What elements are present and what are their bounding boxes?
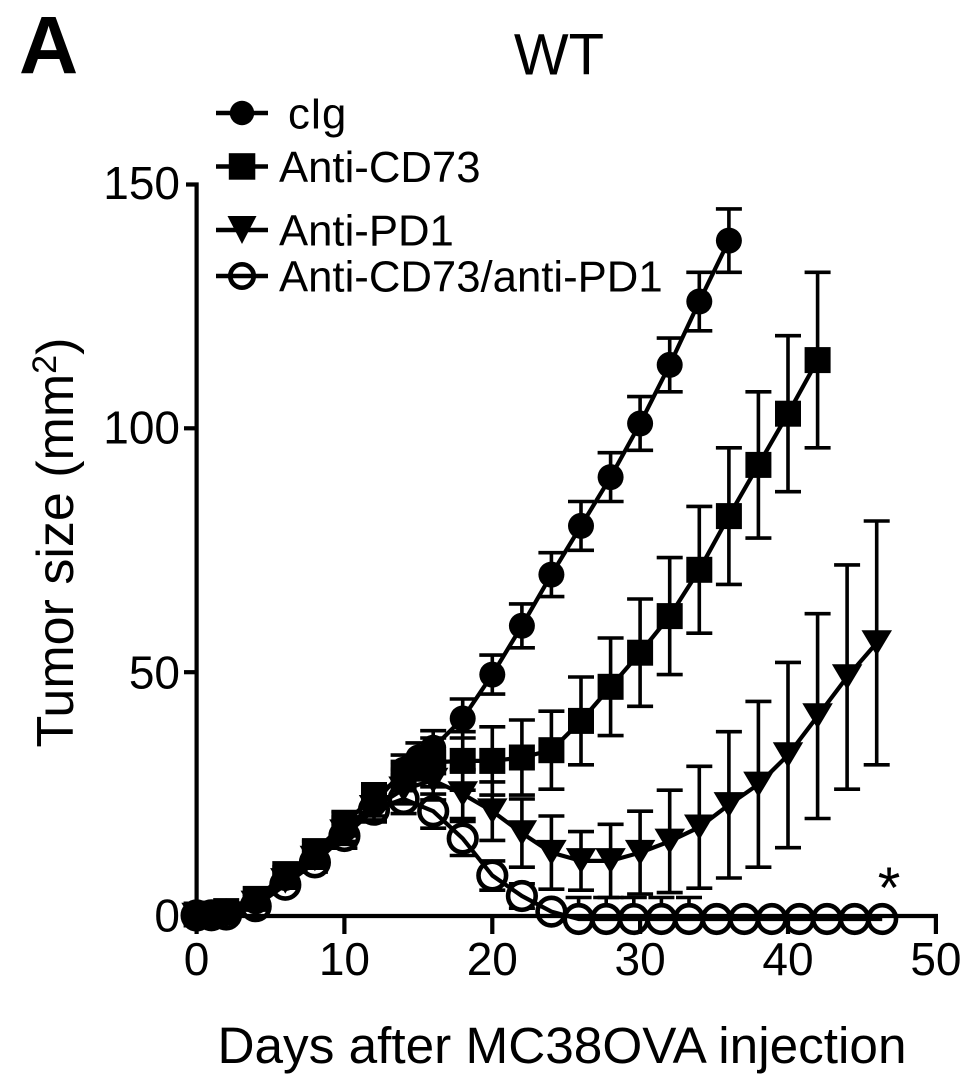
svg-text:0: 0: [154, 890, 180, 942]
svg-text:cIg: cIg: [288, 89, 346, 138]
svg-text:A: A: [19, 1, 78, 92]
svg-text:WT: WT: [514, 23, 604, 88]
svg-text:20: 20: [467, 933, 518, 985]
svg-text:50: 50: [129, 647, 180, 699]
svg-text:40: 40: [762, 933, 813, 985]
svg-text:150: 150: [103, 157, 180, 209]
svg-text:0: 0: [184, 933, 210, 985]
svg-text:Anti-CD73/anti-PD1: Anti-CD73/anti-PD1: [279, 252, 663, 301]
svg-text:50: 50: [910, 933, 961, 985]
svg-text:*: *: [878, 856, 901, 921]
svg-text:10: 10: [319, 933, 370, 985]
svg-text:Days after MC38OVA injection: Days after MC38OVA injection: [217, 1017, 906, 1074]
svg-text:Anti-PD1: Anti-PD1: [279, 206, 454, 255]
svg-text:100: 100: [103, 402, 180, 454]
svg-text:Anti-CD73: Anti-CD73: [279, 143, 481, 192]
svg-text:Tumor size (mm2): Tumor size (mm2): [26, 338, 85, 748]
svg-text:30: 30: [615, 933, 666, 985]
